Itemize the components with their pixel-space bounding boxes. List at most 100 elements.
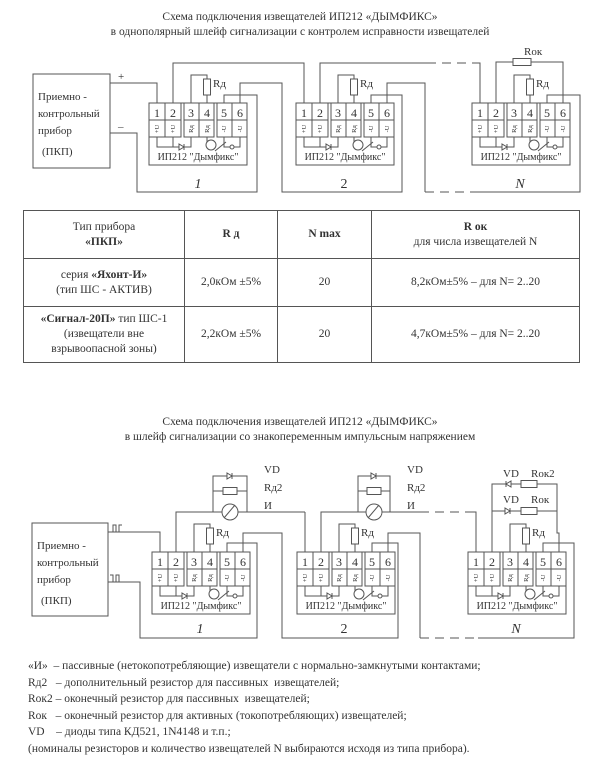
wire xyxy=(386,82,426,192)
cell-device-type: «Сигнал-20П» тип ШС-1 (извещатели вне взры… xyxy=(23,306,185,363)
internal-wire xyxy=(370,137,377,148)
rd-label: Rд xyxy=(361,527,374,539)
wire xyxy=(476,94,581,193)
note-line: VD – диоды типа КД521, 1N4148 и т.п.; xyxy=(28,726,231,738)
rd2-label: Rд2 xyxy=(264,482,282,494)
control-panel-label: прибор xyxy=(38,125,72,137)
terminal-label: -U xyxy=(384,125,391,132)
cell-nmax: 20 xyxy=(277,306,372,363)
internal-wire xyxy=(223,137,230,148)
internal-wire xyxy=(303,137,339,148)
terminal-number: 1 xyxy=(473,555,479,569)
wire xyxy=(472,62,481,103)
terminal-number: 5 xyxy=(221,106,227,120)
contact-icon xyxy=(552,144,558,150)
terminal-number: 4 xyxy=(207,555,213,569)
internal-wire xyxy=(546,137,553,148)
terminal-number: 4 xyxy=(523,555,529,569)
internal-wire xyxy=(304,586,340,597)
wire xyxy=(470,511,477,552)
detector-index: 2 xyxy=(341,622,348,637)
detector-model-label: ИП212 "Дымфикс" xyxy=(305,152,386,163)
internal-wire xyxy=(382,586,389,597)
header-text: для числа извещателей N xyxy=(413,235,538,248)
terminal-number: 6 xyxy=(237,106,243,120)
resistor-spec-table: Тип прибора «ПКП» R д N max R ок для числа… xyxy=(23,210,580,363)
resistor-icon xyxy=(350,78,358,96)
diagram2-title: Схема подключения извещателей ИП212 «ДЫМ… xyxy=(0,415,600,445)
header-device-type: Тип прибора «ПКП» xyxy=(23,210,185,259)
terminal-number: 6 xyxy=(384,106,390,120)
terminal-label: -U xyxy=(540,574,547,581)
terminal-label: -U xyxy=(221,125,228,132)
terminal-label: -U xyxy=(560,125,567,132)
legend-notes: «И» – пассивные (нетокопотребляющие) изв… xyxy=(28,658,481,757)
terminal-label: -U xyxy=(544,125,551,132)
terminal-label: +U xyxy=(173,574,180,583)
terminal-label: Rд xyxy=(188,124,195,132)
diode-icon xyxy=(504,507,511,515)
table-row: серия «Яхонт-И» (тип ШС - АКТИВ) 2,0кОм ±… xyxy=(23,258,580,307)
detector-index: N xyxy=(510,622,521,637)
wire xyxy=(110,94,258,193)
cell-text-bold: «Яхонт-И» xyxy=(91,268,148,281)
detector-model-label: ИП212 "Дымфикс" xyxy=(158,152,239,163)
terminal-number: 1 xyxy=(302,555,308,569)
contact-icon xyxy=(376,144,382,150)
header-text-bold: «ПКП» xyxy=(85,235,123,248)
cell-rok: 4,7кОм±5% – для N= 2..20 xyxy=(371,306,580,363)
terminal-label: Rд xyxy=(191,573,198,581)
terminal-label: Rд xyxy=(207,573,214,581)
terminal-label: +U xyxy=(477,125,484,134)
cell-text: (извещатели вне xyxy=(63,328,145,340)
internal-wire xyxy=(381,137,388,148)
cell-rok: 8,2кОм±5% – для N= 2..20 xyxy=(371,258,580,307)
terminal-label: +U xyxy=(318,574,325,583)
diode-icon xyxy=(226,472,233,480)
cell-text: (тип ШС - АКТИВ) xyxy=(56,283,152,296)
terminal-number: 4 xyxy=(351,106,357,120)
terminal-number: 2 xyxy=(170,106,176,120)
terminal-number: 6 xyxy=(385,555,391,569)
detector-index: N xyxy=(514,177,525,192)
control-panel-label: (ПКП) xyxy=(42,146,73,158)
rok-label: Rок xyxy=(531,494,550,506)
passive-detector-contact xyxy=(367,504,380,519)
control-panel-label: прибор xyxy=(37,574,71,586)
control-panel-label: контрольный xyxy=(37,557,99,569)
header-text: Тип прибора xyxy=(72,220,136,233)
detector-model-label: ИП212 "Дымфикс" xyxy=(481,152,562,163)
terminal-number: 5 xyxy=(544,106,550,120)
terminal-label: +U xyxy=(493,125,500,134)
detector-index: 1 xyxy=(197,622,204,637)
terminal-label: +U xyxy=(489,574,496,583)
internal-wire xyxy=(557,137,564,148)
vd-label: VD xyxy=(407,464,423,476)
rok2-label: Rок2 xyxy=(531,468,555,480)
wire xyxy=(320,511,358,552)
diagram2-title-line2: в шлейф сигнализации со знакопеременным … xyxy=(124,431,476,443)
vd-label: VD xyxy=(503,468,519,480)
diode-icon xyxy=(181,592,188,600)
terminal-number: 1 xyxy=(154,106,160,120)
detector-model-label: ИП212 "Дымфикс" xyxy=(161,601,242,612)
detector-index: 1 xyxy=(195,177,202,192)
terminal-number: 3 xyxy=(511,106,517,120)
diode-icon xyxy=(505,480,512,488)
minus-label: – xyxy=(117,121,124,133)
passive-detector-label: И xyxy=(264,500,272,512)
terminal-label: -U xyxy=(237,125,244,132)
contact-icon xyxy=(232,593,238,599)
smoke-sensor-icon xyxy=(205,139,217,151)
rd-label: Rд xyxy=(532,527,545,539)
rd-label: Rд xyxy=(216,527,229,539)
terminal-label: +U xyxy=(302,574,309,583)
resistor-icon xyxy=(526,78,534,96)
note-line: Rок2 – оконечный резистор для пассивных … xyxy=(28,693,310,705)
diode-icon xyxy=(497,592,504,600)
wire xyxy=(108,531,161,552)
wire xyxy=(172,62,305,103)
wire xyxy=(108,542,258,639)
header-text-bold: R ок xyxy=(463,220,488,233)
